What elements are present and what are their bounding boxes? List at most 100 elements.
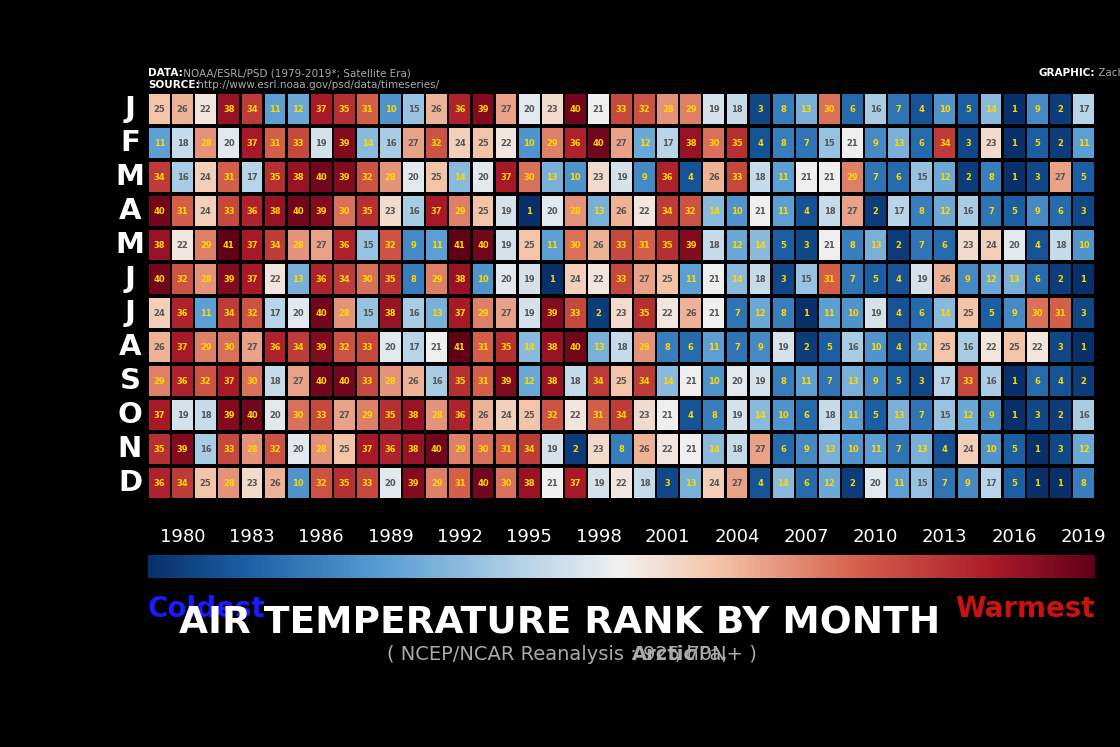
Bar: [473, 366, 493, 397]
Bar: [401, 555, 403, 578]
Text: 5: 5: [1011, 479, 1017, 488]
Text: 5: 5: [781, 241, 786, 249]
Text: 5: 5: [988, 309, 993, 317]
Bar: [195, 264, 216, 294]
Bar: [249, 555, 252, 578]
Text: 24: 24: [501, 411, 512, 420]
Bar: [958, 264, 979, 294]
Text: 7: 7: [918, 241, 925, 249]
Text: DATA:: DATA:: [148, 68, 183, 78]
Bar: [1073, 332, 1094, 362]
Text: 29: 29: [153, 376, 166, 385]
Text: 24: 24: [569, 274, 581, 284]
Text: 12: 12: [754, 309, 766, 317]
Bar: [302, 555, 306, 578]
Bar: [502, 555, 505, 578]
Bar: [773, 229, 794, 260]
Bar: [888, 298, 909, 328]
Bar: [680, 93, 701, 124]
Bar: [542, 555, 545, 578]
Bar: [476, 555, 479, 578]
Text: 10: 10: [569, 173, 581, 182]
Text: 9: 9: [757, 343, 763, 352]
Bar: [413, 555, 417, 578]
Text: SOURCE:: SOURCE:: [148, 80, 199, 90]
Bar: [958, 161, 979, 192]
Text: 21: 21: [431, 343, 442, 352]
Bar: [959, 555, 962, 578]
Bar: [865, 400, 886, 430]
Text: 16: 16: [408, 206, 420, 215]
Text: 14: 14: [708, 444, 720, 453]
Bar: [749, 264, 771, 294]
Text: 12: 12: [986, 274, 997, 284]
Bar: [981, 298, 1001, 328]
Text: 1: 1: [803, 309, 810, 317]
Bar: [657, 468, 678, 498]
Bar: [549, 555, 552, 578]
Text: 24: 24: [199, 173, 212, 182]
Text: 20: 20: [501, 274, 512, 284]
Text: 28: 28: [200, 138, 212, 147]
Text: 22: 22: [638, 206, 651, 215]
Bar: [334, 93, 355, 124]
Bar: [172, 161, 193, 192]
Bar: [634, 298, 655, 328]
Bar: [519, 400, 540, 430]
Bar: [564, 264, 586, 294]
Bar: [783, 555, 785, 578]
Text: 20: 20: [477, 173, 488, 182]
Text: 13: 13: [1008, 274, 1020, 284]
Text: 38: 38: [408, 411, 419, 420]
Bar: [281, 555, 283, 578]
Bar: [334, 434, 355, 465]
Bar: [288, 128, 308, 158]
Text: 5: 5: [1081, 173, 1086, 182]
Text: 25: 25: [523, 411, 535, 420]
Bar: [344, 555, 347, 578]
Bar: [218, 196, 240, 226]
Text: GRAPHIC:: GRAPHIC:: [1038, 68, 1095, 78]
Bar: [172, 366, 193, 397]
Bar: [1049, 196, 1071, 226]
Text: 18: 18: [823, 411, 836, 420]
Text: 38: 38: [408, 444, 419, 453]
Bar: [934, 434, 955, 465]
Bar: [449, 332, 470, 362]
Bar: [657, 161, 678, 192]
Bar: [334, 229, 355, 260]
Text: 35: 35: [662, 241, 673, 249]
Bar: [174, 555, 177, 578]
Text: 4: 4: [896, 343, 902, 352]
Bar: [727, 434, 747, 465]
Bar: [716, 555, 719, 578]
Text: 20: 20: [384, 479, 396, 488]
Bar: [703, 366, 725, 397]
Bar: [1049, 468, 1071, 498]
Bar: [776, 555, 780, 578]
Bar: [628, 555, 631, 578]
Text: 6: 6: [942, 241, 948, 249]
Bar: [888, 264, 909, 294]
Bar: [609, 555, 612, 578]
Bar: [271, 555, 274, 578]
Bar: [796, 93, 816, 124]
Bar: [1027, 196, 1047, 226]
Text: 28: 28: [246, 444, 258, 453]
Bar: [427, 264, 447, 294]
Bar: [519, 332, 540, 362]
Text: 4: 4: [942, 444, 948, 453]
Text: 12: 12: [939, 206, 951, 215]
Bar: [264, 298, 286, 328]
Bar: [492, 555, 495, 578]
Bar: [796, 229, 816, 260]
Bar: [427, 366, 447, 397]
Bar: [893, 555, 896, 578]
Bar: [357, 400, 377, 430]
Text: 16: 16: [177, 173, 188, 182]
Bar: [819, 196, 840, 226]
Bar: [657, 196, 678, 226]
Bar: [195, 468, 216, 498]
Bar: [311, 298, 332, 328]
Bar: [749, 332, 771, 362]
